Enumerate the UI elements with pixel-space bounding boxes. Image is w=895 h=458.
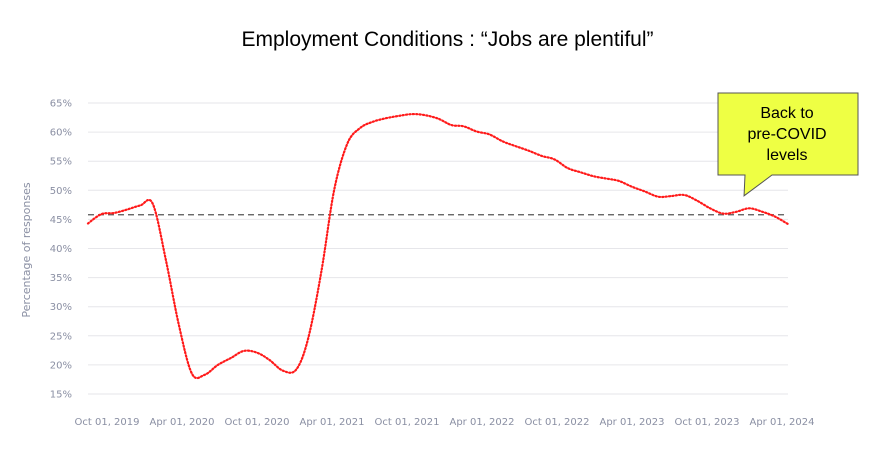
y-tick-label: 40% (50, 244, 72, 255)
y-tick-label: 25% (50, 331, 72, 342)
x-axis: Oct 01, 2019 Apr 01, 2020 Oct 01, 2020 Apr … (75, 417, 815, 428)
chart-title: Employment Conditions : “Jobs are plenti… (241, 28, 654, 51)
y-tick-label: 65% (50, 99, 72, 110)
x-tick-label: Apr 01, 2020 (149, 417, 214, 428)
annotation-callout (717, 92, 859, 197)
y-tick-label: 20% (50, 360, 72, 371)
x-tick-label: Oct 01, 2021 (375, 417, 440, 428)
y-tick-label: 45% (50, 215, 72, 226)
x-tick-label: Apr 01, 2023 (599, 417, 664, 428)
x-tick-label: Oct 01, 2023 (675, 417, 740, 428)
x-tick-label: Apr 01, 2024 (749, 417, 814, 428)
x-tick-label: Oct 01, 2022 (525, 417, 590, 428)
y-axis: 15% 20% 25% 30% 35% 40% 45% 50% 55% 60% 65% (50, 99, 72, 401)
x-tick-label: Apr 01, 2022 (449, 417, 514, 428)
y-tick-label: 30% (50, 302, 72, 313)
y-tick-label: 35% (50, 273, 72, 284)
series-line (86, 112, 790, 380)
x-tick-label: Oct 01, 2020 (225, 417, 290, 428)
y-tick-label: 50% (50, 186, 72, 197)
x-tick-label: Oct 01, 2019 (75, 417, 140, 428)
x-tick-label: Apr 01, 2021 (299, 417, 364, 428)
y-tick-label: 60% (50, 128, 72, 139)
grid (88, 102, 788, 395)
y-tick-label: 15% (50, 390, 72, 401)
annotation-text: Back to pre-COVID levels (747, 105, 827, 164)
y-tick-label: 55% (50, 157, 72, 168)
y-axis-label: Percentage of responses (20, 182, 33, 317)
